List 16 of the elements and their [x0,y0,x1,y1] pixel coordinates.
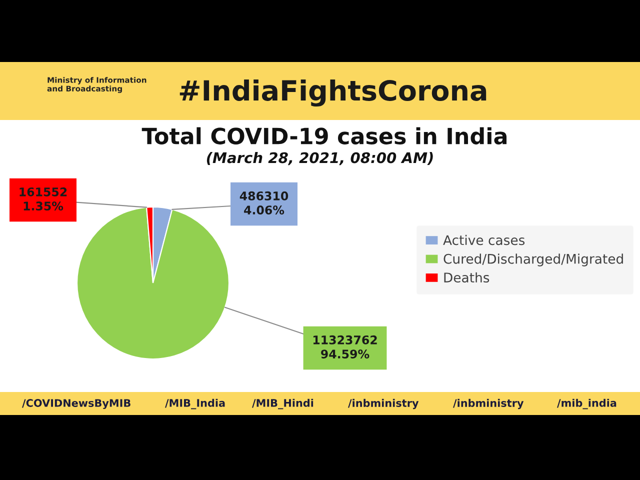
legend-label: Deaths [444,272,490,283]
data-label: 161552 1.35% [20,187,67,210]
text: /MIB_India [165,398,225,410]
text: #IndiaFightsCorona [180,79,486,107]
text: /inbministry [453,398,524,410]
legend-label: Active cases [443,234,525,246]
text: /inbministry [348,398,419,410]
legend-label: Cured/Discharged/Migrated [444,254,623,266]
data-label: 486310 4.06% [240,191,288,214]
text: /COVIDNewsByMIB [22,399,130,410]
text: /mib_india [557,398,616,410]
chart-subtitle: (March 28, 2021, 08:00 AM) [206,152,433,166]
chart-title: Total COVID-19 cases in India [142,127,506,144]
data-label: 11323762 94.59% [313,335,377,358]
pie-slice [76,206,230,360]
text: /MIB_Hindi [252,398,314,410]
